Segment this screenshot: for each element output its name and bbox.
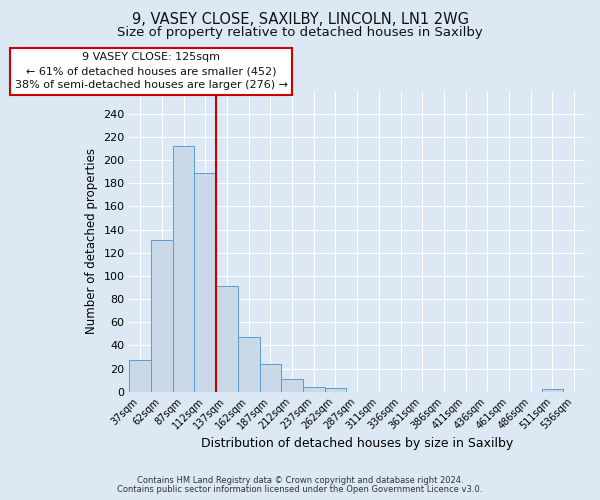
Bar [194,172,216,392]
Bar [130,360,151,392]
Bar [260,364,281,392]
Bar [325,388,346,392]
Bar [216,286,238,392]
Text: Contains HM Land Registry data © Crown copyright and database right 2024.: Contains HM Land Registry data © Crown c… [137,476,463,485]
Bar [281,379,303,392]
Bar [238,337,260,392]
Text: 9, VASEY CLOSE, SAXILBY, LINCOLN, LN1 2WG: 9, VASEY CLOSE, SAXILBY, LINCOLN, LN1 2W… [131,12,469,28]
Text: 9 VASEY CLOSE: 125sqm
← 61% of detached houses are smaller (452)
38% of semi-det: 9 VASEY CLOSE: 125sqm ← 61% of detached … [14,52,287,90]
Y-axis label: Number of detached properties: Number of detached properties [85,148,98,334]
Bar [303,387,325,392]
Text: Contains public sector information licensed under the Open Government Licence v3: Contains public sector information licen… [118,484,482,494]
X-axis label: Distribution of detached houses by size in Saxilby: Distribution of detached houses by size … [201,437,514,450]
Bar [173,146,194,392]
Bar [151,240,173,392]
Text: Size of property relative to detached houses in Saxilby: Size of property relative to detached ho… [117,26,483,39]
Bar [542,390,563,392]
